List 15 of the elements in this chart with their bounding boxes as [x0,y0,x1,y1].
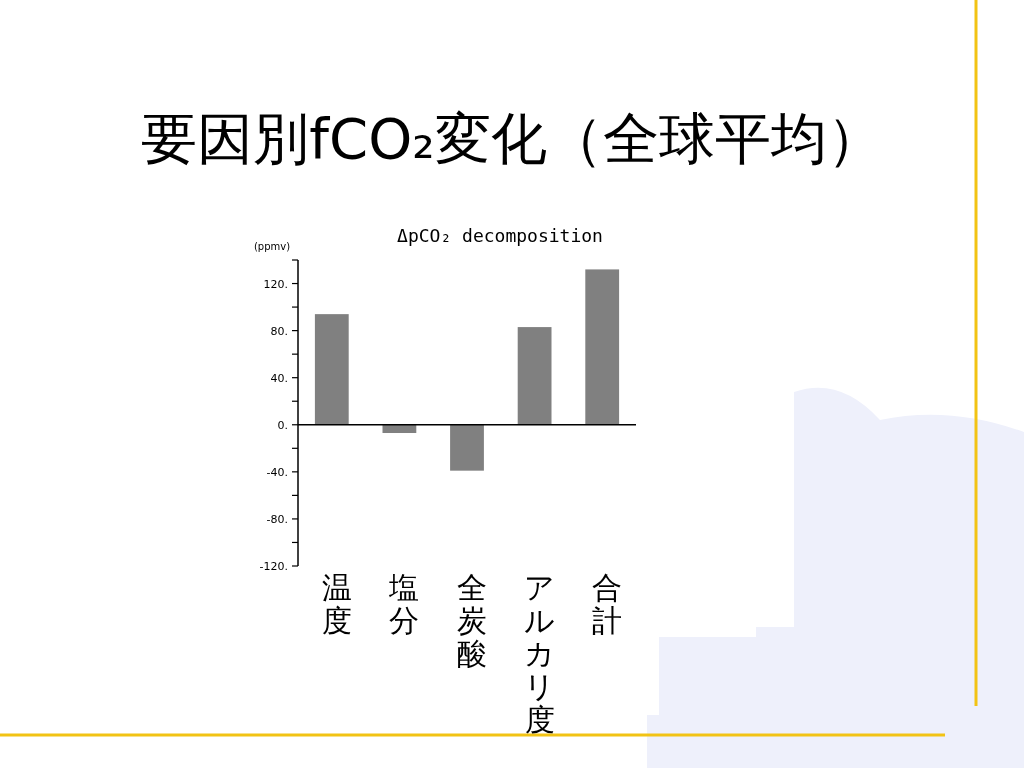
x-tick-label: 合計 [592,570,623,638]
y-tick-label: -120. [259,560,288,573]
y-tick-label: 40. [270,371,288,385]
y-tick-label: 80. [270,324,288,338]
x-tick-label: 塩分 [388,570,420,638]
x-tick-label: アルカリ度 [524,570,556,737]
chart-subtitle: ΔpCO₂ decomposition [397,225,603,246]
y-axis-title: (ppmv) [253,241,291,252]
y-tick-label: -80. [266,512,288,526]
y-tick-label: 120. [263,277,288,291]
y-tick-label: 0. [277,418,288,432]
y-tick-label: -40. [266,465,288,479]
x-tick-label: 全炭酸 [457,570,487,671]
x-tick-label: 温度 [321,570,352,638]
chart-title: 要因別fCO₂変化（全球平均） [141,106,883,171]
